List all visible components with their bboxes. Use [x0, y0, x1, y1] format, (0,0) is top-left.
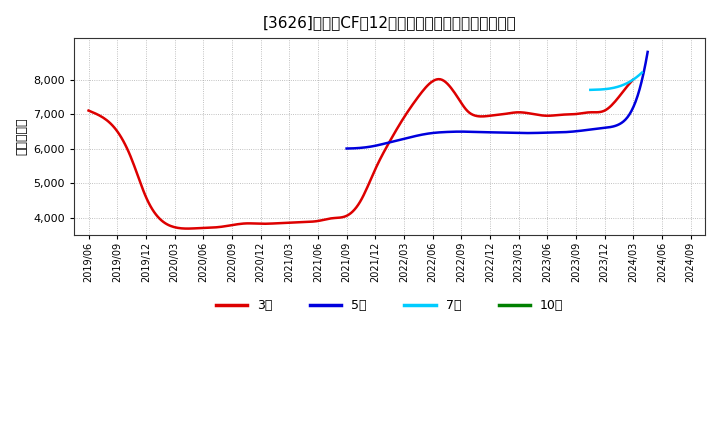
Title: [3626]　営業CFの12か月移動合計の標準偏差の推移: [3626] 営業CFの12か月移動合計の標準偏差の推移: [263, 15, 516, 30]
Y-axis label: （百万円）: （百万円）: [15, 118, 28, 155]
Legend: 3年, 5年, 7年, 10年: 3年, 5年, 7年, 10年: [211, 294, 568, 317]
